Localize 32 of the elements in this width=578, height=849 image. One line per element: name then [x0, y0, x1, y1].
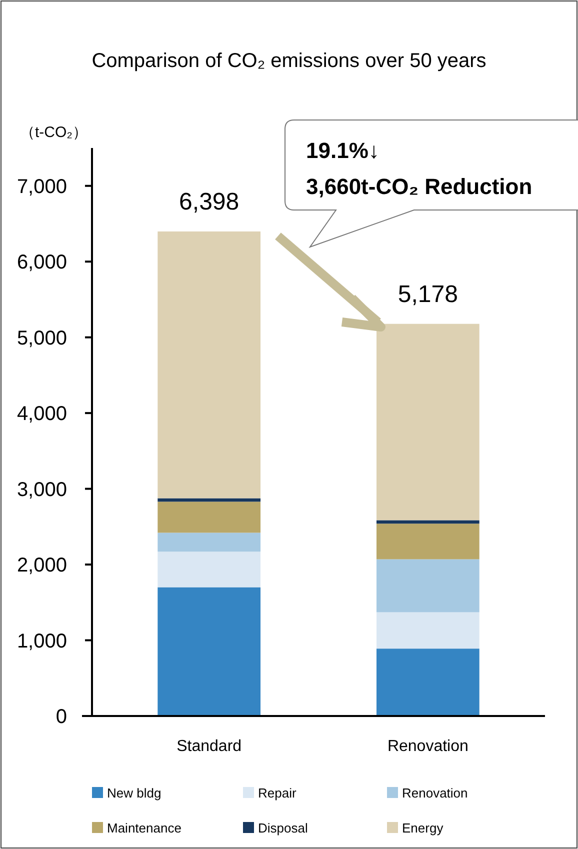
- chart-title: Comparison of CO₂ emissions over 50 years: [92, 50, 486, 72]
- bar: [376, 524, 480, 560]
- total-label: 6,398: [179, 188, 240, 216]
- y-tick-label: 3,000: [16, 478, 67, 501]
- bar: [376, 559, 480, 612]
- y-axis-title: （t-CO₂）: [20, 124, 88, 141]
- y-tick-label: 1,000: [16, 630, 67, 652]
- annotation: 3,660t-CO₂ Reduction: [306, 174, 532, 199]
- annotation: 19.1%↓: [306, 138, 380, 163]
- y-tick-label: 7,000: [16, 176, 67, 198]
- bar: [376, 324, 480, 520]
- bar: [158, 502, 261, 533]
- y-tick-label: 2,000: [16, 554, 67, 577]
- y-tick-label: 4,000: [16, 403, 67, 426]
- bar: [158, 532, 261, 552]
- bar: [376, 520, 480, 524]
- legend-label: Disposal: [258, 820, 308, 836]
- x-tick-label: Standard: [176, 738, 242, 755]
- bar: [376, 648, 480, 716]
- bar: [158, 231, 261, 498]
- y-tick-label: 0: [56, 706, 67, 728]
- bar: [158, 552, 261, 588]
- legend-label: Maintenance: [107, 820, 182, 836]
- y-tick-label: 5,000: [16, 327, 67, 350]
- legend-label: Energy: [402, 820, 444, 836]
- y-tick-label: 6,000: [16, 252, 67, 274]
- bar: [376, 612, 480, 649]
- bar: [158, 587, 261, 716]
- legend-label: Repair: [258, 786, 297, 801]
- total-label: 5,178: [398, 280, 458, 308]
- legend-label: New bldg: [107, 786, 162, 801]
- legend-label: Renovation: [402, 786, 468, 801]
